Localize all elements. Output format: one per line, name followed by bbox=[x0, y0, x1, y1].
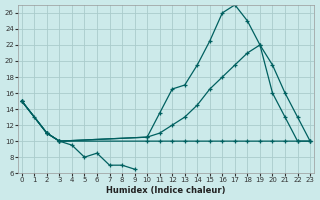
X-axis label: Humidex (Indice chaleur): Humidex (Indice chaleur) bbox=[106, 186, 226, 195]
